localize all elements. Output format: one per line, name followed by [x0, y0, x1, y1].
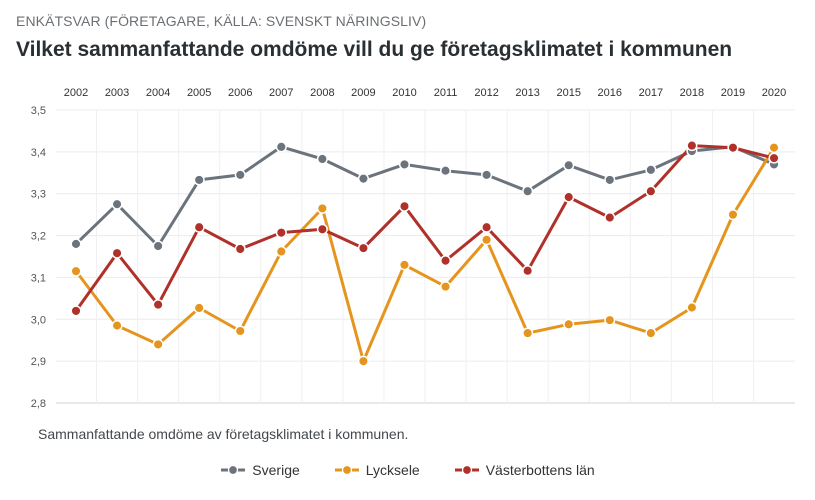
data-point-sverige[interactable]: [152, 240, 164, 252]
data-point-västerbottens-län[interactable]: [234, 243, 246, 255]
x-tick-label: 2006: [228, 87, 252, 99]
data-point-sverige[interactable]: [316, 153, 328, 165]
data-point-sverige[interactable]: [111, 198, 123, 210]
data-point-sverige[interactable]: [563, 159, 575, 171]
x-tick-label: 2003: [105, 87, 129, 99]
x-tick-label: 2015: [556, 87, 580, 99]
data-point-västerbottens-län[interactable]: [152, 299, 164, 311]
data-point-lycksele[interactable]: [727, 209, 739, 221]
data-point-lycksele[interactable]: [275, 245, 287, 258]
x-tick-label: 2019: [721, 87, 745, 99]
x-tick-label: 2009: [351, 87, 375, 99]
x-tick-label: 2018: [680, 87, 704, 99]
y-tick-label: 2,9: [31, 356, 46, 368]
x-tick-label: 2010: [392, 87, 416, 99]
y-tick-label: 3,0: [31, 314, 46, 326]
legend-item-västerbottens-län[interactable]: Västerbottens län: [454, 462, 595, 478]
data-point-västerbottens-län[interactable]: [522, 265, 534, 277]
legend-label: Sverige: [252, 462, 300, 478]
y-tick-label: 2,8: [31, 398, 46, 410]
x-tick-label: 2011: [434, 87, 458, 99]
data-point-lycksele[interactable]: [70, 265, 82, 277]
y-tick-label: 3,2: [31, 231, 46, 243]
x-tick-label: 2016: [598, 87, 622, 99]
chart-caption: Sammanfattande omdöme av företagsklimate…: [38, 426, 409, 442]
data-point-sverige[interactable]: [645, 164, 657, 176]
data-point-västerbottens-län[interactable]: [481, 221, 493, 233]
data-point-västerbottens-län[interactable]: [398, 200, 411, 212]
chart-legend: Sverige Lycksele Västerbottens län: [0, 462, 815, 478]
x-tick-label: 2017: [639, 87, 663, 99]
series-line-sverige: [74, 145, 775, 248]
data-point-västerbottens-län[interactable]: [439, 255, 452, 267]
data-point-lycksele[interactable]: [604, 314, 616, 326]
data-point-sverige[interactable]: [522, 185, 534, 197]
x-tick-label: 2004: [146, 87, 170, 99]
data-point-sverige[interactable]: [70, 238, 82, 250]
data-point-lycksele[interactable]: [316, 202, 328, 214]
data-point-lycksele[interactable]: [398, 259, 411, 271]
data-point-sverige[interactable]: [604, 174, 616, 186]
data-point-sverige[interactable]: [275, 141, 287, 153]
data-point-västerbottens-län[interactable]: [111, 247, 123, 259]
x-tick-label: 2013: [515, 87, 539, 99]
data-point-lycksele[interactable]: [152, 338, 164, 350]
data-point-sverige[interactable]: [193, 174, 205, 186]
series-line-västerbottens-län: [74, 144, 775, 312]
legend-item-lycksele[interactable]: Lycksele: [334, 462, 420, 478]
data-point-lycksele[interactable]: [481, 234, 493, 246]
line-chart: 2002 2003 2004 2005 2006 2007 2008 2009 2010 2011…: [31, 87, 795, 410]
data-point-lycksele[interactable]: [357, 355, 369, 367]
data-point-lycksele[interactable]: [563, 318, 575, 330]
series-line-lycksele: [74, 146, 776, 363]
legend-item-sverige[interactable]: Sverige: [220, 462, 300, 478]
x-tick-label: 2008: [310, 87, 334, 99]
data-point-sverige[interactable]: [481, 169, 493, 181]
data-point-sverige[interactable]: [234, 169, 246, 181]
data-point-lycksele[interactable]: [193, 302, 205, 314]
data-point-västerbottens-län[interactable]: [768, 152, 780, 164]
legend-label: Lycksele: [365, 462, 420, 478]
chart-supertitle: ENKÄTSVAR (FÖRETAGARE, KÄLLA: SVENSKT NÄ…: [16, 13, 427, 29]
data-point-sverige[interactable]: [398, 158, 411, 170]
x-tick-label: 2007: [269, 87, 293, 99]
data-point-lycksele[interactable]: [768, 142, 780, 154]
legend-swatch: [454, 464, 479, 476]
data-point-sverige[interactable]: [357, 173, 369, 185]
data-point-lycksele[interactable]: [111, 320, 123, 332]
data-point-västerbottens-län[interactable]: [727, 142, 739, 154]
data-point-västerbottens-län[interactable]: [70, 305, 82, 317]
data-point-västerbottens-län[interactable]: [563, 191, 575, 203]
data-point-västerbottens-län[interactable]: [316, 223, 328, 235]
data-point-sverige[interactable]: [439, 165, 452, 177]
data-point-västerbottens-län[interactable]: [645, 185, 657, 197]
data-point-lycksele[interactable]: [686, 302, 698, 314]
y-tick-label: 3,4: [31, 147, 46, 159]
data-point-västerbottens-län[interactable]: [275, 227, 287, 239]
y-tick-label: 3,3: [31, 189, 46, 201]
x-tick-label: 2020: [762, 87, 786, 99]
legend-swatch: [334, 464, 359, 476]
legend-label: Västerbottens län: [485, 462, 595, 478]
y-tick-label: 3,5: [31, 105, 46, 117]
data-point-lycksele[interactable]: [522, 327, 534, 339]
data-point-västerbottens-län[interactable]: [686, 140, 698, 152]
data-point-västerbottens-län[interactable]: [604, 212, 616, 224]
data-point-västerbottens-län[interactable]: [193, 221, 205, 233]
data-point-lycksele[interactable]: [439, 281, 452, 293]
y-tick-label: 3,1: [31, 272, 46, 284]
chart-title: Vilket sammanfattande omdöme vill du ge …: [16, 38, 733, 61]
legend-swatch: [221, 464, 246, 476]
x-tick-label: 2002: [64, 87, 88, 99]
data-point-lycksele[interactable]: [234, 325, 246, 337]
data-point-lycksele[interactable]: [645, 327, 657, 339]
data-point-västerbottens-län[interactable]: [357, 242, 369, 254]
x-tick-label: 2005: [187, 87, 211, 99]
x-tick-label: 2012: [474, 87, 498, 99]
